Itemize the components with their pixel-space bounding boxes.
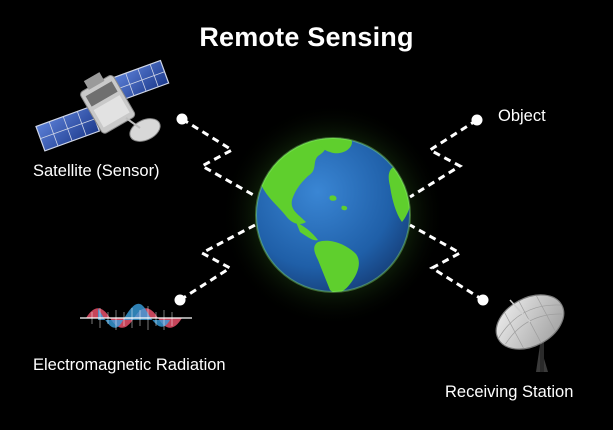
- connector-satellite: [181, 117, 258, 199]
- radiation-label: Electromagnetic Radiation: [33, 356, 226, 374]
- station-label: Receiving Station: [445, 383, 574, 401]
- diagram-title: Remote Sensing: [199, 22, 414, 52]
- connector-dot-satellite: [176, 113, 188, 125]
- connector-dot-object: [471, 114, 483, 126]
- connector-radiation: [179, 223, 256, 302]
- dish-antenna-icon: [495, 294, 565, 372]
- connector-dot-radiation: [174, 294, 186, 306]
- wave-icon: [80, 303, 192, 330]
- satellite-icon: [35, 59, 170, 152]
- connector-station: [409, 223, 484, 302]
- object-label: Object: [498, 107, 546, 125]
- satellite-label: Satellite (Sensor): [33, 162, 160, 180]
- connector-dot-station: [477, 294, 489, 306]
- connector-object: [409, 118, 478, 199]
- globe-icon: [221, 103, 445, 327]
